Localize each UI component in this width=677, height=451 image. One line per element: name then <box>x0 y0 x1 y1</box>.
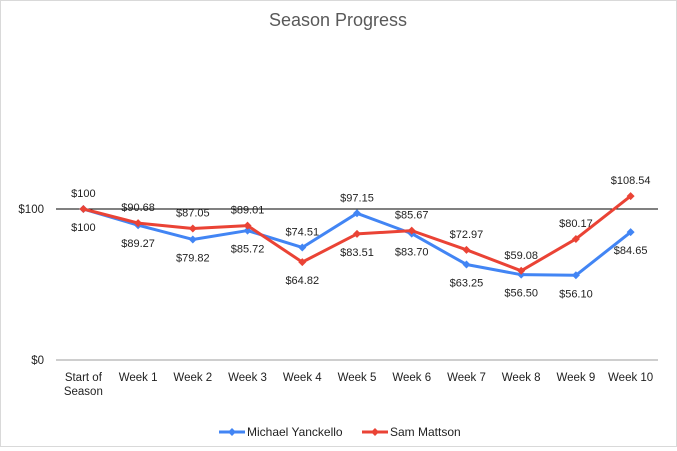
data-point <box>517 266 526 275</box>
x-tick-label-line: Week 2 <box>173 372 212 384</box>
x-tick-label-line: Season <box>64 386 103 398</box>
x-tick-label: Week 7 <box>447 372 486 384</box>
data-point <box>626 228 635 237</box>
data-point <box>243 221 252 230</box>
x-tick-label-line: Week 4 <box>283 372 322 384</box>
x-tick-label-line: Start of <box>65 372 103 384</box>
x-tick-label-line: Week 7 <box>447 372 486 384</box>
x-tick-label-line: Week 8 <box>502 372 541 384</box>
data-point <box>353 229 361 238</box>
series-line-0 <box>82 207 632 277</box>
data-label: $64.82 <box>285 275 319 287</box>
x-tick-label: Week 5 <box>338 372 377 384</box>
data-point <box>626 192 635 201</box>
data-point <box>353 209 361 218</box>
data-label: $108.54 <box>611 175 651 187</box>
data-label: $89.27 <box>121 238 155 250</box>
x-tick-label: Week 3 <box>228 372 267 384</box>
x-tick-label-line: Week 3 <box>228 372 267 384</box>
data-point <box>134 219 143 228</box>
data-label: $79.82 <box>176 252 210 264</box>
data-point <box>298 243 307 252</box>
data-label: $84.65 <box>614 245 648 257</box>
x-tick-label: Week 10 <box>608 372 653 384</box>
y-tick-label: $100 <box>18 204 44 216</box>
x-tick-label: Week 9 <box>557 372 596 384</box>
y-tick-label: $0 <box>31 355 44 367</box>
data-point <box>462 260 471 269</box>
legend-marker <box>228 428 236 436</box>
data-label: $63.25 <box>450 277 484 289</box>
data-label: $100 <box>71 188 95 200</box>
x-tick-label-line: Week 6 <box>392 372 431 384</box>
data-label: $56.50 <box>504 288 538 300</box>
data-label: $89.01 <box>231 205 265 217</box>
x-tick-label: Week 8 <box>502 372 541 384</box>
x-tick-label: Week 4 <box>283 372 322 384</box>
data-label: $83.70 <box>395 247 429 259</box>
data-label: $90.68 <box>121 202 155 214</box>
data-point <box>188 224 197 233</box>
legend-label: Sam Mattson <box>390 425 461 439</box>
legend-marker <box>371 428 379 436</box>
x-tick-label-line: Week 10 <box>608 372 653 384</box>
x-tick-label-line: Week 5 <box>338 372 377 384</box>
x-tick-label: Start of Season <box>64 372 103 398</box>
data-label: $56.10 <box>559 288 593 300</box>
data-point <box>407 226 416 235</box>
legend-item: Sam Mattson <box>362 425 461 439</box>
data-point <box>462 245 471 254</box>
data-point <box>571 271 580 280</box>
x-tick-label: Week 1 <box>119 372 158 384</box>
x-tick-label-line: Week 9 <box>557 372 596 384</box>
data-label: $85.67 <box>395 210 429 222</box>
data-point <box>298 258 307 267</box>
x-tick-label-line: Week 1 <box>119 372 158 384</box>
data-label: $97.15 <box>340 192 374 204</box>
data-label: $85.72 <box>231 244 265 256</box>
data-point <box>571 234 580 243</box>
legend-label: Michael Yanckello <box>247 425 343 439</box>
data-label: $59.08 <box>504 250 538 262</box>
legend-item: Michael Yanckello <box>219 425 343 439</box>
data-point <box>188 235 197 244</box>
x-tick-label: Week 6 <box>392 372 431 384</box>
data-point <box>79 205 88 213</box>
data-label: $72.97 <box>450 229 484 241</box>
chart-title: Season Progress <box>269 10 407 30</box>
data-label: $87.05 <box>176 208 210 220</box>
data-label: $80.17 <box>559 218 593 230</box>
data-label: $83.51 <box>340 247 374 259</box>
data-label: $100 <box>71 222 95 234</box>
x-tick-label: Week 2 <box>173 372 212 384</box>
data-label: $74.51 <box>285 226 319 238</box>
